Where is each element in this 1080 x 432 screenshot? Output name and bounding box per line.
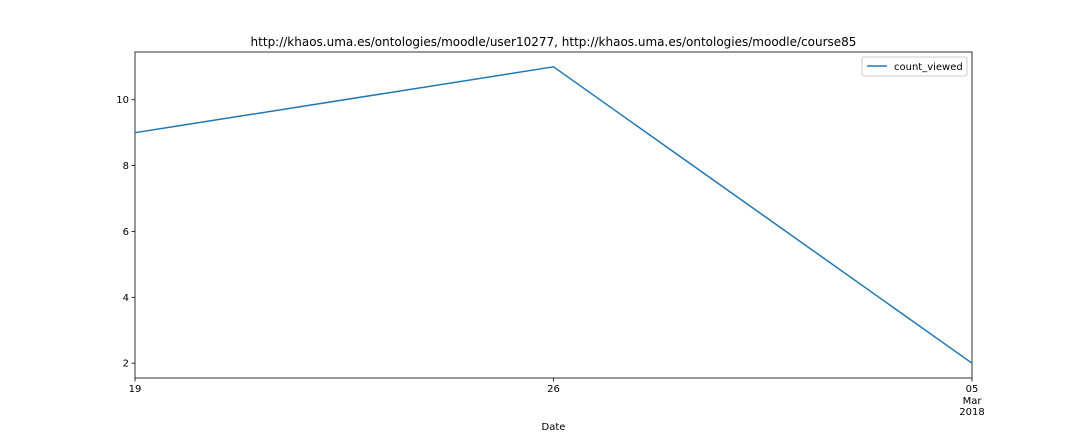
series-line xyxy=(134,66,973,364)
x-tick-label: 26 xyxy=(547,384,560,395)
chart-title: http://khaos.uma.es/ontologies/moodle/us… xyxy=(251,35,857,49)
legend: count_viewed xyxy=(861,56,968,77)
legend-box xyxy=(861,56,968,77)
series-layer xyxy=(134,66,973,364)
y-tick-label: 8 xyxy=(123,161,129,172)
x-axis-label: Date xyxy=(542,422,566,432)
legend-label: count_viewed xyxy=(894,62,963,73)
x-tick-sublabel: Mar xyxy=(963,396,983,407)
y-tick-label: 6 xyxy=(123,227,129,238)
x-tick-sublabel: 2018 xyxy=(959,407,984,418)
x-tick-label: 05 xyxy=(966,384,979,395)
y-tick-label: 2 xyxy=(123,359,129,370)
plot-area xyxy=(134,51,973,379)
y-axis-ticks: 2 4 6 8 10 xyxy=(116,95,135,370)
y-tick-label: 4 xyxy=(123,293,129,304)
x-tick-label: 19 xyxy=(129,384,142,395)
y-tick-label: 10 xyxy=(116,95,129,106)
